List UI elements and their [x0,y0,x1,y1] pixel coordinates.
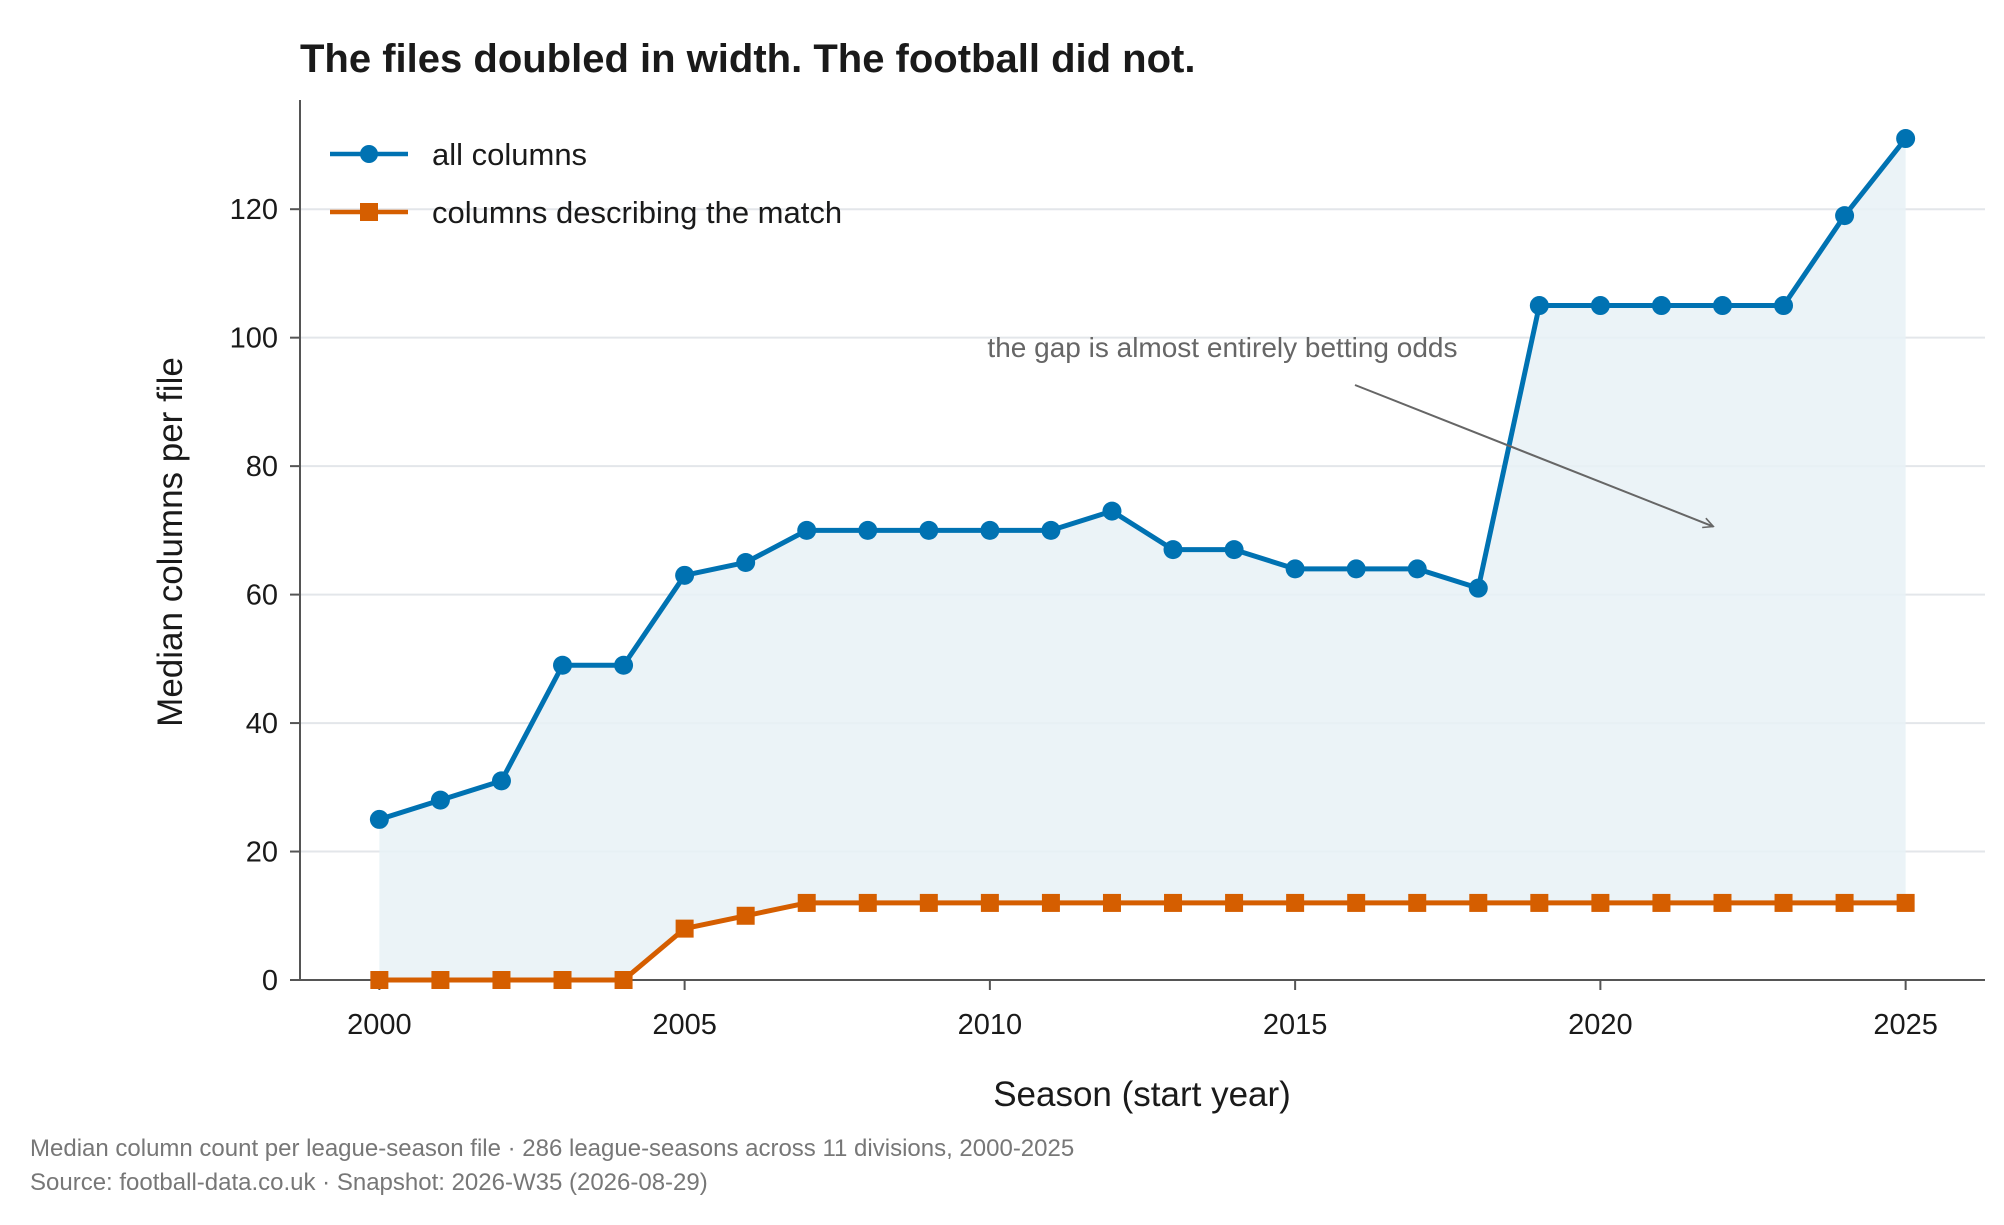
data-point [980,893,999,912]
data-point [430,790,450,810]
data-point [614,971,633,989]
y-tick-label-100: 100 [230,323,278,355]
axes: 0 20 40 60 80 100 120 2000 2005 2010 2015 2020 2025 [230,100,1985,1041]
x-tick-label-2015: 2015 [1263,1009,1328,1041]
data-point [431,971,450,989]
data-point [1835,893,1854,912]
y-tick-label-40: 40 [246,708,278,740]
x-tick-label-2025: 2025 [1873,1009,1938,1041]
data-point [797,893,816,912]
annotation-text: the gap is almost entirely betting odds [987,332,1457,363]
y-tick-label-0: 0 [262,965,278,997]
data-point [1163,540,1183,560]
data-point [1713,893,1732,912]
x-tick-label-2005: 2005 [652,1009,717,1041]
data-point [1774,296,1794,316]
x-tick-label-2000: 2000 [347,1009,412,1041]
x-axis-label: Season (start year) [993,1075,1291,1114]
data-point [1469,893,1488,912]
data-point [1835,206,1855,226]
footer-source: Source: football-data.co.uk · Snapshot: … [30,1169,708,1196]
data-point [919,520,939,540]
series-all-columns [369,129,1916,829]
data-point [736,906,755,925]
data-point [1164,893,1183,912]
y-tick-label-60: 60 [246,580,278,612]
data-point [1285,559,1305,579]
data-point [1286,893,1305,912]
data-point [1041,893,1060,912]
x-tick-label-2010: 2010 [958,1009,1023,1041]
data-point [1652,893,1671,912]
data-point [1224,540,1244,560]
data-point [370,971,389,989]
legend: all columns columns describing the match [330,137,842,230]
y-tick-label-20: 20 [246,837,278,869]
data-point [1529,296,1549,316]
footer-note: Median column count per league-season fi… [30,1135,1074,1162]
data-point [1407,559,1427,579]
data-point [1530,893,1549,912]
data-point [553,655,573,675]
data-point [1591,893,1610,912]
legend-item-match-columns: columns describing the match [330,195,842,230]
data-point [1774,893,1793,912]
data-point [919,893,938,912]
data-point [492,971,511,989]
y-tick-label-80: 80 [246,451,278,483]
legend-marker-square [360,203,378,221]
data-point [1102,893,1121,912]
data-point [1041,520,1061,540]
data-point [1896,129,1916,149]
data-point [675,919,694,938]
series [369,129,1916,989]
data-point [1590,296,1610,316]
data-point [614,655,634,675]
data-point [553,971,572,989]
y-tick-label-120: 120 [230,194,278,226]
data-point [736,552,756,572]
y-axis-label: Median columns per file [151,357,190,727]
data-point [1347,893,1366,912]
x-tick-label-2020: 2020 [1568,1009,1633,1041]
data-point [1346,559,1366,579]
series-match-columns [370,893,1915,989]
data-point [1896,893,1915,912]
data-point [1712,296,1732,316]
annotation: the gap is almost entirely betting odds [987,332,1713,527]
chart-title: The files doubled in width. The football… [300,37,1195,81]
legend-item-all-columns: all columns [330,137,587,172]
data-point [675,565,695,585]
data-point [797,520,817,540]
data-point [858,893,877,912]
gap-area [379,138,1906,980]
data-point [1651,296,1671,316]
data-point [858,520,878,540]
data-point [1102,501,1122,521]
data-point [980,520,1000,540]
series-line [379,900,1906,983]
legend-label-match-columns: columns describing the match [432,195,842,230]
data-point [1225,893,1244,912]
annotation-arrow [1354,384,1713,527]
data-point [369,809,389,829]
legend-marker-circle [360,145,378,163]
data-point [1408,893,1427,912]
gap-fill [379,138,1906,980]
series-line [378,136,1908,822]
data-point [491,771,511,791]
data-point [1468,578,1488,598]
legend-label-all-columns: all columns [432,137,587,172]
